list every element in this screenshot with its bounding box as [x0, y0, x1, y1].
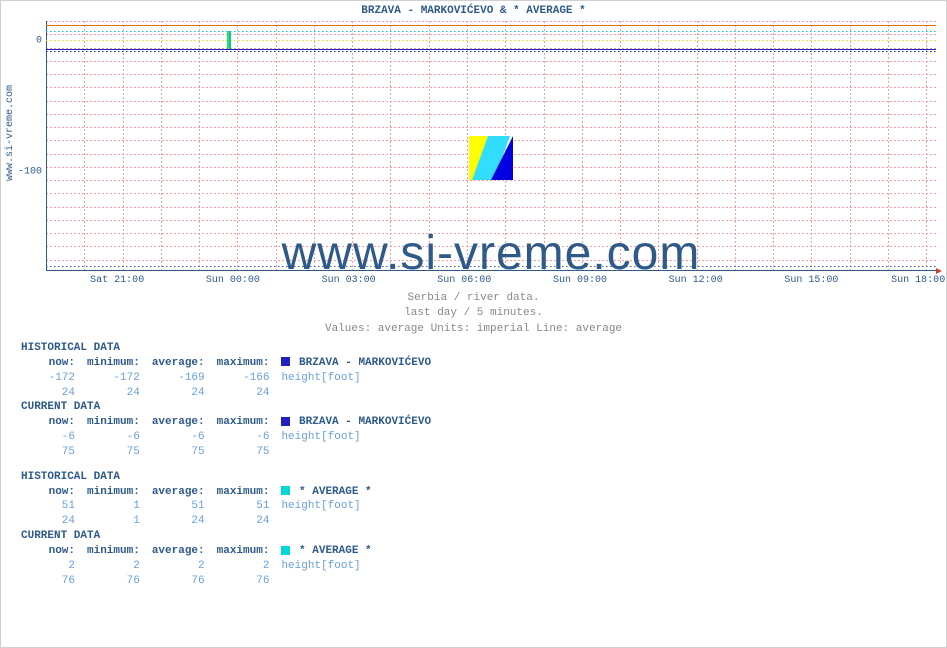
- series-label: BRZAVA - MARKOVIĆEVO: [292, 357, 431, 369]
- data-tables: HISTORICAL DATAnow:minimum:average:maxim…: [21, 341, 437, 589]
- series-line: [46, 51, 936, 52]
- series-line: [46, 49, 936, 50]
- unit-label: height[foot]: [275, 430, 437, 445]
- stat-value: 76: [146, 574, 211, 589]
- stat-value: -172: [81, 371, 146, 386]
- stats-table: now:minimum:average:maximum: BRZAVA - MA…: [21, 356, 437, 401]
- col-header: now:: [21, 544, 81, 559]
- stat-value: 76: [81, 574, 146, 589]
- col-header: average:: [146, 356, 211, 371]
- col-header: maximum:: [211, 415, 276, 430]
- col-header: minimum:: [81, 485, 146, 500]
- col-header: average:: [146, 544, 211, 559]
- stat-value: 24: [146, 514, 211, 529]
- stat-value: 75: [21, 445, 81, 460]
- col-header: maximum:: [211, 485, 276, 500]
- stat-value: 24: [81, 386, 146, 401]
- stat-value: 2: [211, 559, 276, 574]
- stat-value: 75: [146, 445, 211, 460]
- stat-value: -166: [211, 371, 276, 386]
- col-header: now:: [21, 415, 81, 430]
- stat-value: 24: [21, 386, 81, 401]
- stat-value: 76: [21, 574, 81, 589]
- chart-title: BRZAVA - MARKOVIĆEVO & * AVERAGE *: [1, 5, 946, 17]
- stats-table: now:minimum:average:maximum: * AVERAGE *…: [21, 544, 378, 589]
- stat-value: -169: [146, 371, 211, 386]
- chart-watermark-text: www.si-vreme.com: [46, 226, 936, 281]
- section-title: CURRENT DATA: [21, 400, 437, 415]
- unit-label: height[foot]: [275, 371, 437, 386]
- series-swatch-icon: [281, 357, 290, 366]
- stat-value: -6: [81, 430, 146, 445]
- stat-value: 75: [81, 445, 146, 460]
- data-section: HISTORICAL DATAnow:minimum:average:maxim…: [21, 341, 437, 400]
- stats-table: now:minimum:average:maximum: BRZAVA - MA…: [21, 415, 437, 460]
- y-tick: -100: [18, 167, 42, 178]
- section-title: HISTORICAL DATA: [21, 341, 437, 356]
- series-label: * AVERAGE *: [292, 545, 371, 557]
- stat-value: 51: [146, 499, 211, 514]
- series-line: [46, 40, 936, 41]
- stat-value: 51: [211, 499, 276, 514]
- col-header: now:: [21, 485, 81, 500]
- stat-value: 24: [21, 514, 81, 529]
- stat-value: 24: [211, 386, 276, 401]
- data-section: HISTORICAL DATAnow:minimum:average:maxim…: [21, 470, 437, 529]
- site-label-vertical: www.si-vreme.com: [5, 85, 16, 181]
- section-title: CURRENT DATA: [21, 529, 437, 544]
- subtitle-line-1: Serbia / river data.: [1, 291, 946, 306]
- stat-value: -172: [21, 371, 81, 386]
- stat-value: -6: [21, 430, 81, 445]
- section-title: HISTORICAL DATA: [21, 470, 437, 485]
- col-header: minimum:: [81, 415, 146, 430]
- chart-watermark-block: www.si-vreme.com: [46, 136, 936, 281]
- series-spike: [229, 31, 231, 49]
- x-axis-arrow-icon: [936, 268, 942, 274]
- col-header: average:: [146, 415, 211, 430]
- stat-value: 24: [211, 514, 276, 529]
- series-label: * AVERAGE *: [292, 486, 371, 498]
- series-swatch-icon: [281, 417, 290, 426]
- logo-icon: [469, 136, 513, 180]
- col-header: minimum:: [81, 356, 146, 371]
- stats-table: now:minimum:average:maximum: * AVERAGE *…: [21, 485, 378, 530]
- subtitle-line-2: last day / 5 minutes.: [1, 306, 946, 321]
- col-header: average:: [146, 485, 211, 500]
- series-swatch-icon: [281, 486, 290, 495]
- stat-value: 2: [146, 559, 211, 574]
- series-swatch-icon: [281, 546, 290, 555]
- stat-value: -6: [146, 430, 211, 445]
- data-section: CURRENT DATAnow:minimum:average:maximum:…: [21, 400, 437, 459]
- chart-plot-area: 0-100 Sat 21:00Sun 00:00Sun 03:00Sun 06:…: [46, 21, 936, 271]
- series-label: BRZAVA - MARKOVIĆEVO: [292, 416, 431, 428]
- stat-value: 51: [21, 499, 81, 514]
- col-header: minimum:: [81, 544, 146, 559]
- subtitle-line-3: Values: average Units: imperial Line: av…: [1, 322, 946, 337]
- stat-value: 1: [81, 514, 146, 529]
- col-header: maximum:: [211, 544, 276, 559]
- series-line: [46, 31, 936, 32]
- series-line: [46, 25, 936, 26]
- stat-value: -6: [211, 430, 276, 445]
- stat-value: 2: [21, 559, 81, 574]
- stat-value: 2: [81, 559, 146, 574]
- chart-subtitle: Serbia / river data. last day / 5 minute…: [1, 291, 946, 337]
- col-header: now:: [21, 356, 81, 371]
- stat-value: 24: [146, 386, 211, 401]
- data-section: CURRENT DATAnow:minimum:average:maximum:…: [21, 529, 437, 588]
- stat-value: 76: [211, 574, 276, 589]
- stat-value: 75: [211, 445, 276, 460]
- unit-label: height[foot]: [275, 499, 377, 514]
- stat-value: 1: [81, 499, 146, 514]
- col-header: maximum:: [211, 356, 276, 371]
- y-tick: 0: [36, 35, 42, 46]
- unit-label: height[foot]: [275, 559, 377, 574]
